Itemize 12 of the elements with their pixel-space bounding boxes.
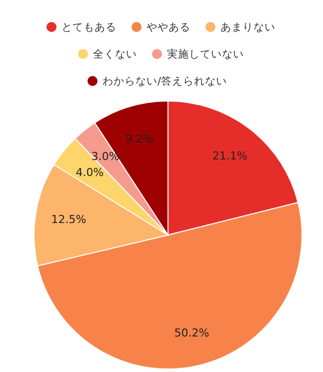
legend-label: 実施していない [167,48,244,61]
data-label: 50.2% [174,326,210,340]
legend-label: わからない/答えられない [102,76,228,88]
data-label: 21.1% [212,150,248,163]
legend-label: あまりない [220,22,276,34]
data-label: 3.0% [91,150,120,164]
data-label: 4.0% [76,166,104,179]
data-label: 9.2% [125,132,154,146]
legend-label: ややある [146,22,190,34]
legend-label: 全くない [93,48,137,61]
data-label: 12.5% [51,212,86,226]
legend-label: とてもある [62,22,116,34]
